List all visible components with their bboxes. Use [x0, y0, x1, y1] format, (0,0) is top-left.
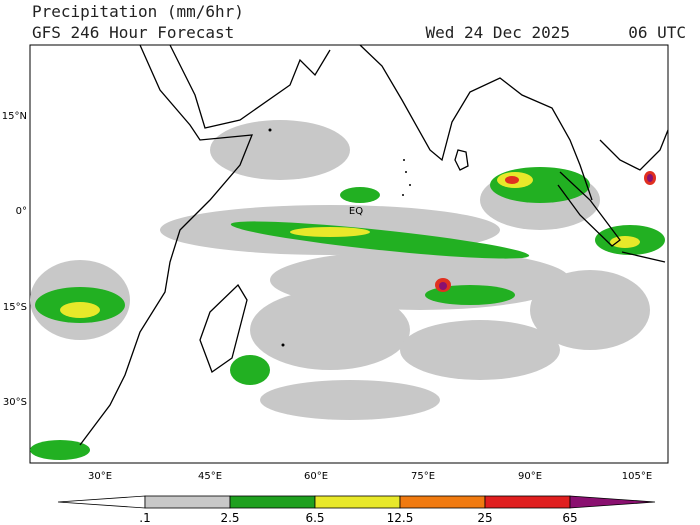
colorbar-segment [57, 495, 146, 509]
time: 06 UTC [628, 23, 686, 42]
colorbar-label: 2.5 [220, 511, 239, 525]
date: Wed 24 Dec 2025 [426, 23, 571, 42]
colorbar-label: 12.5 [387, 511, 414, 525]
colorbar-segment [569, 495, 656, 509]
colorbar-label: 65 [562, 511, 577, 525]
extreme-precip [439, 174, 653, 290]
lon-axis: 30°E 45°E 60°E 75°E 90°E 105°E [88, 471, 652, 482]
colorbar-label: 6.5 [305, 511, 324, 525]
subtitle: GFS 246 Hour Forecast [32, 23, 234, 42]
colorbar-label: 25 [477, 511, 492, 525]
lon-label: 45°E [198, 471, 222, 482]
lat-label: 15°S [3, 302, 27, 313]
coastlines [79, 44, 669, 446]
colorbar-segment [484, 495, 571, 509]
islands [268, 128, 411, 347]
colorbar-label: .1 [139, 511, 150, 525]
lon-label: 75°E [411, 471, 435, 482]
colorbar-segment [399, 495, 486, 509]
lon-label: 60°E [304, 471, 328, 482]
lon-label: 105°E [622, 471, 652, 482]
colorbar-segment [144, 495, 231, 509]
lat-label: 15°N [2, 111, 27, 122]
colorbar-segment [314, 495, 401, 509]
lat-label: 0° [16, 206, 27, 217]
heavy-precip [60, 172, 640, 318]
lat-axis: 15°N 0° 15°S 30°S [2, 111, 27, 408]
title: Precipitation (mm/6hr) [32, 2, 244, 21]
lon-label: 30°E [88, 471, 112, 482]
colorbar [57, 495, 656, 509]
colorbar-labels: .1 2.5 6.5 12.5 25 65 [139, 511, 577, 525]
colorbar-segment [229, 495, 316, 509]
map: EQ [29, 44, 669, 464]
equator-label: EQ [349, 206, 363, 217]
lat-label: 30°S [3, 397, 27, 408]
lon-label: 90°E [518, 471, 542, 482]
